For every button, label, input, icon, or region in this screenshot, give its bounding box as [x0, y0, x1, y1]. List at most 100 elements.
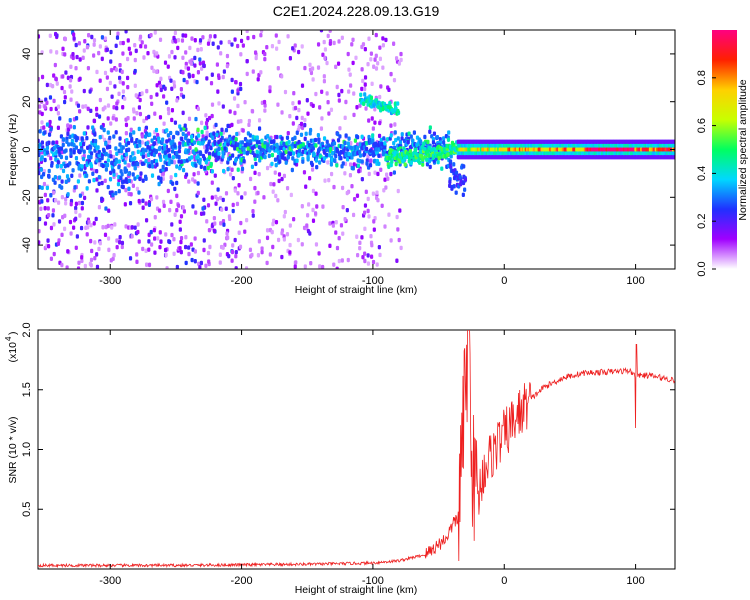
spectrogram-cell [100, 180, 104, 186]
spectrogram-cell [283, 89, 288, 95]
spectrogram-cell [345, 190, 349, 196]
spectrogram-cell [394, 137, 398, 143]
spectrogram-cell [449, 165, 453, 170]
spectrogram-cell [134, 48, 138, 54]
spectrogram-cell [138, 143, 142, 148]
spectrogram-cell [358, 240, 362, 246]
spectrogram-cell [103, 232, 108, 238]
spectrogram-cell [106, 158, 110, 163]
spectrogram-cell [379, 84, 383, 89]
spectrogram-cell [351, 60, 355, 66]
spectrogram-cell [157, 80, 162, 85]
spectrogram-cell [314, 91, 318, 97]
spectrogram-cell [87, 179, 91, 184]
spectrogram-cell [104, 206, 108, 211]
spectrogram-cell [92, 53, 96, 58]
spectrogram-cell [66, 123, 70, 128]
spectrogram-cell [91, 171, 95, 176]
spectrogram-cell [327, 111, 331, 116]
spectrogram-cell [80, 164, 84, 169]
spectrogram-cell [381, 36, 385, 41]
spectrogram-cell [255, 140, 260, 145]
spectrogram-cell [250, 252, 254, 258]
spectrogram-cell [201, 141, 205, 146]
spectrogram-cell [173, 212, 177, 217]
spectrogram-cell [336, 61, 341, 66]
spectrogram-cell [236, 191, 240, 196]
spectrogram-cell [328, 221, 332, 226]
spectrogram-cell [103, 178, 107, 184]
spectrogram-cell [408, 145, 413, 150]
spectrogram-cell [105, 75, 109, 80]
spectrogram-cell [366, 196, 370, 202]
spectrogram-cell [209, 161, 213, 167]
spectrogram-cell [78, 193, 83, 198]
snr-multiplier-close: ) [7, 332, 19, 336]
spectrogram-cell [231, 243, 235, 248]
spectrogram-cell [95, 188, 99, 193]
spectrogram-cell [263, 103, 267, 108]
spectrogram-cell [82, 131, 86, 136]
spectrogram-cell [389, 162, 393, 168]
spectrogram-cell [221, 104, 225, 109]
spectrogram-cell [316, 42, 321, 47]
spectrogram-cell [310, 66, 315, 71]
spectrogram-cell [153, 236, 157, 241]
spectrogram-cell [428, 129, 432, 134]
spectrogram-cell [233, 188, 237, 193]
spectrogram-cell [360, 235, 364, 240]
spectrogram-cell [224, 191, 229, 196]
spectrogram-cell [71, 168, 75, 173]
spectrogram-cell [97, 181, 101, 186]
spectrogram-cell [183, 244, 188, 250]
spectrogram-cell [226, 166, 230, 172]
spectrogram-cell [412, 130, 416, 135]
spectrogram-cell [150, 173, 155, 178]
spectrogram-cell [210, 169, 215, 174]
spectrogram-cell [74, 205, 78, 211]
spectrogram-cell [198, 160, 202, 166]
spectrogram-cell [347, 67, 351, 72]
spectrogram-cell [315, 164, 319, 170]
spectrogram-cell [226, 123, 230, 129]
spectrogram-cell [248, 139, 253, 144]
spectrogram-cell [173, 55, 177, 60]
spectrogram-cell [38, 240, 41, 245]
spectrogram-cell [422, 141, 426, 146]
spectrogram-cell [360, 67, 364, 72]
spectrogram-cell [144, 125, 149, 131]
spectrogram-cell [358, 245, 362, 251]
spectrogram-cell [117, 165, 121, 170]
spectrogram-cell [272, 218, 276, 224]
spectrogram-cell [314, 242, 319, 247]
spectrogram-cell [179, 249, 183, 255]
spectrogram-cell [89, 257, 94, 263]
spectrogram-cell [163, 86, 167, 91]
spectrogram-cell [372, 227, 376, 232]
spectrogram-cell [149, 94, 153, 100]
spectrogram-cell [184, 65, 188, 70]
spectrogram-cell [55, 81, 59, 86]
spectrogram-cell [82, 141, 86, 147]
spectrogram-cell [165, 139, 169, 144]
spectrogram-cell [347, 136, 351, 141]
spectrogram-cell [171, 155, 176, 160]
spectrogram-cell [69, 97, 73, 102]
spectrogram-cell [98, 44, 102, 49]
spectrogram-cell [196, 181, 200, 186]
spectrogram-cell [282, 173, 287, 179]
spectrogram-cell [184, 133, 188, 139]
spectrogram-cell [364, 189, 368, 195]
spectrogram-cell [236, 142, 240, 147]
spectrogram-cell [58, 116, 62, 121]
spectrogram-cell [349, 140, 353, 146]
spectrogram-cell [167, 153, 172, 158]
spectrogram-cell [150, 242, 154, 247]
spectrogram-cell [186, 131, 191, 136]
spectrogram-cell [365, 161, 369, 166]
spectrogram-cell [117, 189, 121, 194]
colorbar-tick-label: 0.4 [696, 166, 708, 181]
spectrogram-cell [221, 150, 225, 155]
spectrogram-cell [452, 184, 456, 189]
spectrogram-cell [124, 152, 128, 157]
